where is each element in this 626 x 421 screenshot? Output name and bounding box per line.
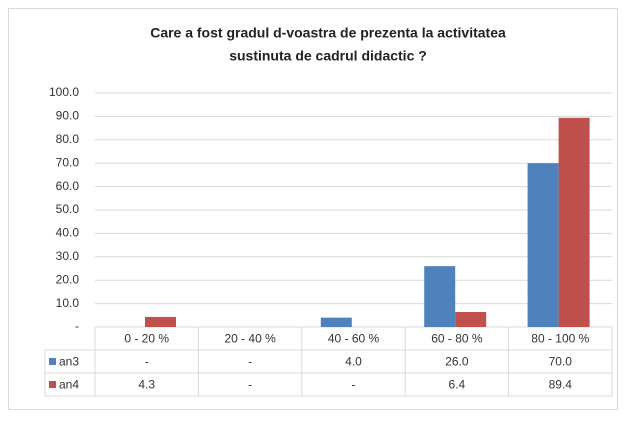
y-tick-label: - (75, 319, 79, 333)
y-tick-label: 20.0 (56, 272, 80, 286)
y-tick-label: 50.0 (56, 202, 80, 216)
x-tick-label: 40 - 60 % (328, 332, 380, 346)
data-label: - (248, 355, 252, 369)
data-label: 89.4 (549, 378, 573, 392)
x-tick-label: 60 - 80 % (431, 332, 483, 346)
y-tick-label: 60.0 (56, 179, 80, 193)
chart-title: sustinuta de cadrul didactic ? (229, 48, 427, 64)
bar (455, 312, 487, 327)
data-label: 70.0 (549, 355, 573, 369)
legend-key (49, 381, 56, 388)
bar (527, 163, 559, 327)
y-tick-label: 10.0 (56, 296, 80, 310)
chart-title: Care a fost gradul d-voastra de prezenta… (150, 25, 506, 41)
x-tick-label: 0 - 20 % (124, 332, 169, 346)
bar (320, 317, 352, 327)
y-tick-label: 100.0 (49, 85, 79, 99)
chart-border (8, 8, 618, 410)
data-label: 4.0 (345, 355, 362, 369)
data-label: - (352, 378, 356, 392)
x-tick-label: 20 - 40 % (224, 332, 276, 346)
data-label: 4.3 (138, 378, 155, 392)
data-label: - (248, 378, 252, 392)
legend-label: an3 (59, 355, 79, 369)
y-tick-label: 70.0 (56, 155, 80, 169)
y-tick-label: 40.0 (56, 226, 80, 240)
y-tick-label: 80.0 (56, 132, 80, 146)
legend-key (49, 358, 56, 365)
y-tick-label: 30.0 (56, 249, 80, 263)
data-label: 26.0 (445, 355, 469, 369)
bar (424, 266, 456, 327)
legend-label: an4 (59, 378, 79, 392)
data-label: 6.4 (449, 378, 466, 392)
bar (145, 316, 176, 327)
y-tick-label: 90.0 (56, 109, 80, 123)
bar (558, 117, 590, 327)
data-label: - (145, 355, 149, 369)
x-tick-label: 80 - 100 % (531, 332, 589, 346)
